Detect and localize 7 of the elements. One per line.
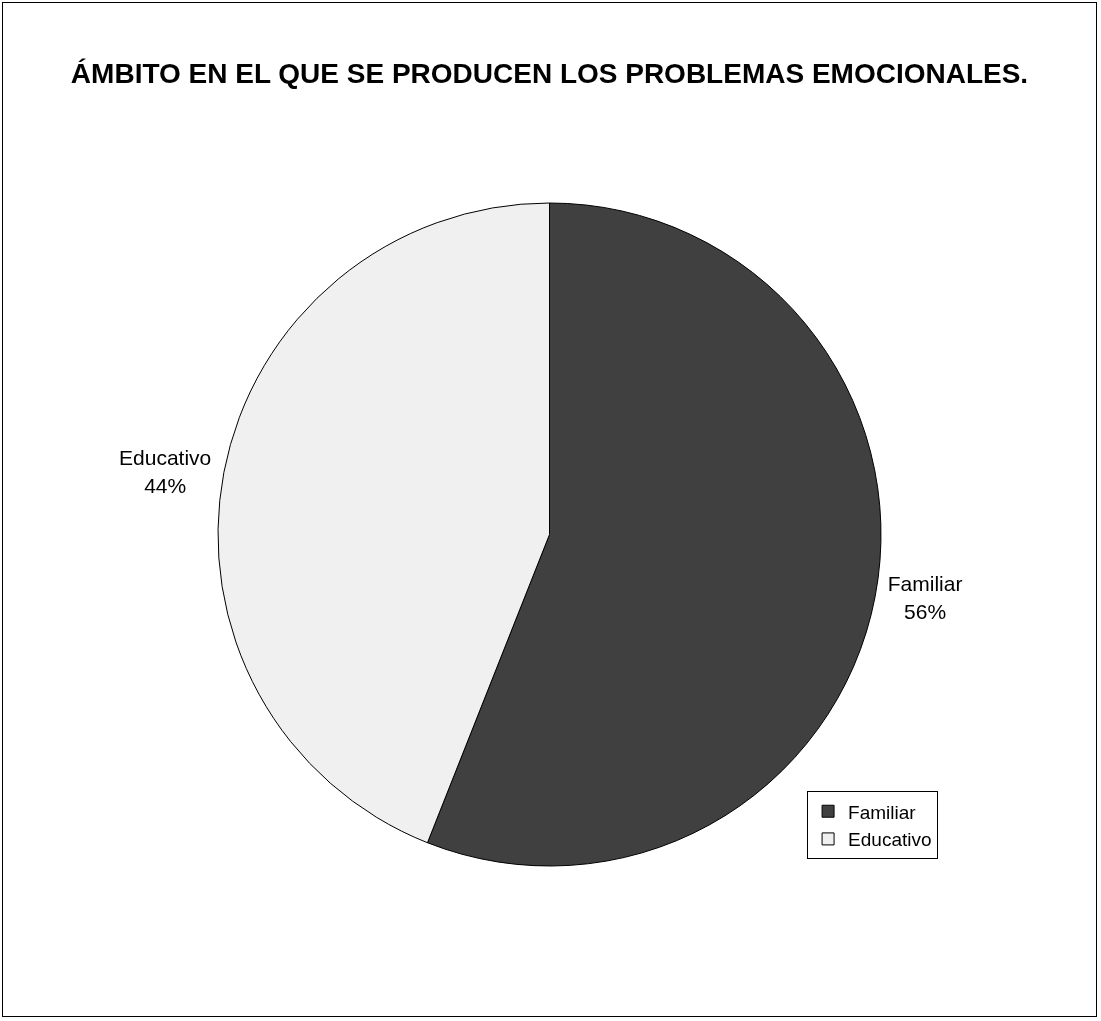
slice-label: Educativo xyxy=(119,446,212,470)
slice-label: Familiar xyxy=(887,572,963,596)
data-label: 56% xyxy=(904,599,947,623)
legend-label: Educativo xyxy=(848,829,932,851)
chart-title: ÁMBITO EN EL QUE SE PRODUCEN LOS PROBLEMAS EMOCIONALES. xyxy=(70,58,1029,90)
legend-label: Familiar xyxy=(848,801,917,823)
data-label: 44% xyxy=(144,473,187,497)
